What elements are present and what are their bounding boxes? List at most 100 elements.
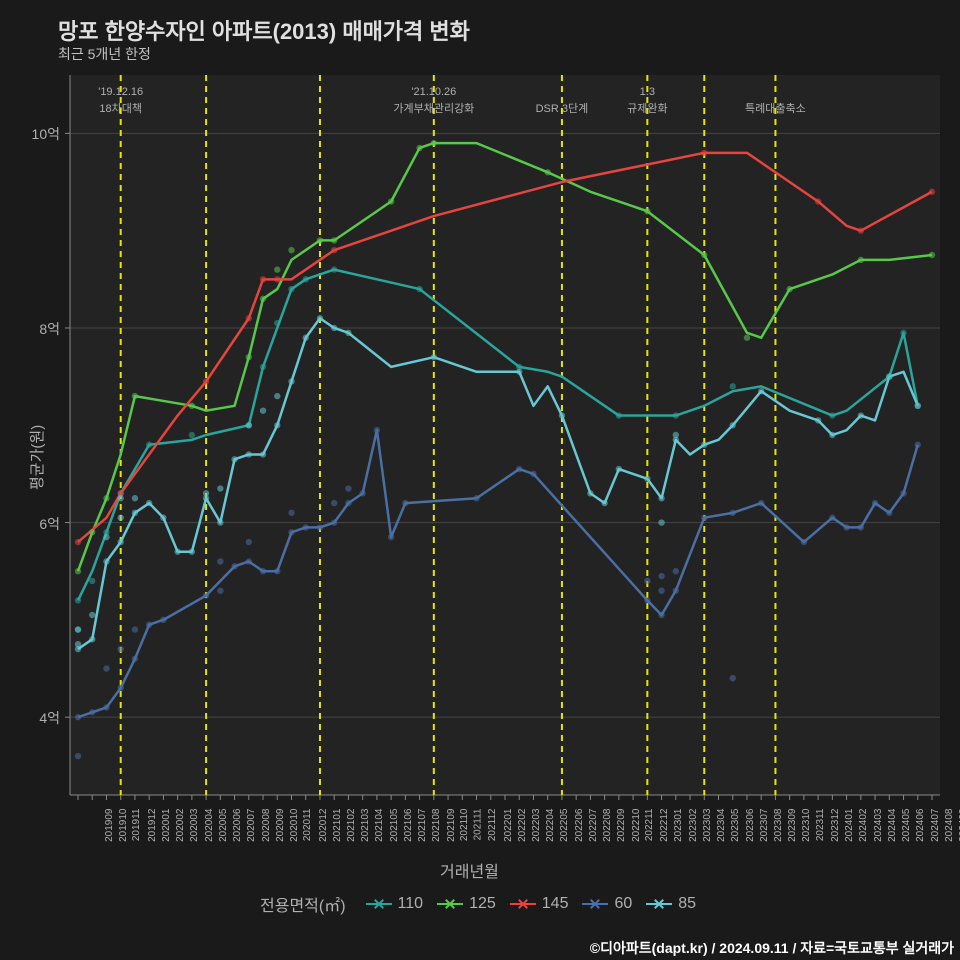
series-point-60 [203, 592, 209, 598]
series-point-85 [118, 515, 124, 521]
series-point-60 [288, 529, 294, 535]
x-tick-label: 202101 [332, 809, 343, 842]
series-point-85 [431, 354, 437, 360]
x-tick-label: 202309 [787, 809, 798, 842]
x-tick-label: 202405 [901, 809, 912, 842]
annotation-line2: 가계부채관리강화 [374, 100, 494, 116]
series-point-125 [545, 169, 551, 175]
series-point-125 [260, 296, 266, 302]
series-point-125 [288, 247, 294, 253]
series-point-85 [345, 330, 351, 336]
x-tick-label: 202111 [472, 809, 483, 841]
series-point-60 [644, 597, 650, 603]
series-point-60 [673, 568, 679, 574]
series-point-60 [217, 558, 223, 564]
x-tick-label: 201911 [132, 809, 143, 842]
x-tick-label: 202203 [531, 809, 542, 842]
series-point-85 [644, 476, 650, 482]
x-tick-label: 202212 [659, 809, 670, 842]
series-point-145 [246, 315, 252, 321]
series-point-125 [786, 286, 792, 292]
series-point-60 [260, 568, 266, 574]
x-tick-label: 202008 [260, 809, 271, 842]
annotation-line1: 1.3 [587, 86, 707, 98]
x-tick-label: 202403 [872, 809, 883, 842]
legend-swatch-icon [646, 897, 672, 911]
legend-item-60: 60 [582, 895, 632, 913]
legend-swatch-icon [582, 897, 608, 911]
series-point-85 [75, 626, 81, 632]
series-point-85 [260, 407, 266, 413]
series-point-85 [516, 369, 522, 375]
series-point-145 [260, 276, 266, 282]
series-point-110 [730, 383, 736, 389]
x-tick-label: 202003 [189, 809, 200, 842]
x-tick-label: 202205 [559, 809, 570, 842]
series-point-110 [673, 412, 679, 418]
series-point-60 [388, 534, 394, 540]
x-tick-label: 202005 [218, 809, 229, 842]
series-point-60 [758, 500, 764, 506]
x-tick-label: 202312 [830, 809, 841, 842]
series-point-145 [75, 539, 81, 545]
series-point-60 [730, 675, 736, 681]
x-axis-title: 거래년월 [440, 858, 499, 882]
series-point-60 [658, 612, 664, 618]
series-point-85 [246, 422, 252, 428]
series-point-145 [203, 378, 209, 384]
series-point-85 [160, 515, 166, 521]
x-tick-label: 202406 [915, 809, 926, 842]
x-tick-label: 202207 [588, 809, 599, 842]
legend-swatch-icon [366, 897, 392, 911]
x-tick-label: 201910 [118, 809, 129, 842]
series-point-85 [89, 612, 95, 618]
series-point-85 [658, 519, 664, 525]
annotation-line2: 특례대출축소 [715, 100, 835, 116]
series-point-110 [146, 442, 152, 448]
x-tick-label: 202211 [644, 809, 655, 842]
series-point-85 [132, 510, 138, 516]
series-point-60 [900, 490, 906, 496]
series-point-85 [132, 495, 138, 501]
x-tick-label: 202209 [616, 809, 627, 842]
x-tick-label: 202010 [289, 809, 300, 842]
series-point-60 [132, 626, 138, 632]
series-line-60 [78, 430, 918, 717]
series-point-85 [616, 466, 622, 472]
x-tick-label: 202105 [389, 809, 400, 842]
series-point-60 [331, 500, 337, 506]
x-tick-label: 202308 [773, 809, 784, 842]
series-point-85 [758, 388, 764, 394]
y-tick-label: 4억 [20, 708, 60, 728]
y-tick-label: 10억 [20, 124, 60, 144]
series-point-125 [644, 208, 650, 214]
series-point-145 [929, 189, 935, 195]
y-axis-title: 평균가(원) [26, 425, 47, 490]
series-point-85 [203, 490, 209, 496]
series-point-85 [174, 549, 180, 555]
series-point-125 [132, 393, 138, 399]
annotation-line1: '19.12.16 [61, 86, 181, 98]
series-point-60 [132, 656, 138, 662]
legend-label: 145 [542, 895, 569, 913]
series-point-110 [416, 286, 422, 292]
legend-label: 85 [678, 895, 696, 913]
series-point-85 [246, 451, 252, 457]
series-point-125 [103, 495, 109, 501]
x-tick-label: 202311 [815, 809, 826, 842]
series-point-110 [260, 364, 266, 370]
series-line-110 [78, 270, 918, 601]
series-point-85 [118, 495, 124, 501]
x-tick-label: 202108 [431, 809, 442, 842]
series-point-125 [189, 403, 195, 409]
series-point-125 [431, 140, 437, 146]
series-point-60 [872, 500, 878, 506]
series-point-60 [345, 500, 351, 506]
x-tick-label: 202401 [844, 809, 855, 842]
series-point-110 [274, 320, 280, 326]
x-tick-label: 202103 [360, 809, 371, 842]
series-point-110 [331, 266, 337, 272]
series-point-60 [730, 510, 736, 516]
series-point-60 [473, 495, 479, 501]
series-point-60 [103, 665, 109, 671]
